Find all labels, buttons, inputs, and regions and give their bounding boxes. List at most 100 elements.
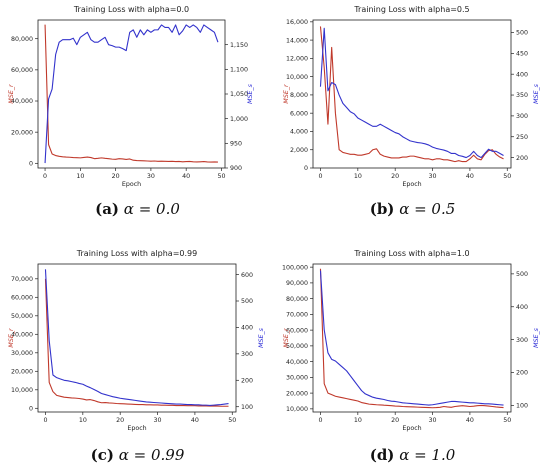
chart-d-ylabel-left: MSE_r [283,328,290,348]
chart-b-xtick-label: 30 [429,173,437,180]
chart-b-ytick-right-label: 250 [516,134,528,141]
chart-d-title: Training Loss with alpha=1.0 [353,249,469,258]
chart-d-ylabel-right: MSE_s [533,327,540,348]
chart-a-ytick-left-label: 60,000 [11,67,33,74]
chart-panel-c: Training Loss with alpha=0.99 0 10 20 30 40 50… [0,244,275,434]
chart-c-xtick-label: 0 [43,417,47,424]
chart-a-ytick-right-label: 1,000 [230,116,248,123]
chart-c-xtick-label: 40 [191,417,199,424]
chart-a-ytick-left-label: 80,000 [11,36,33,43]
chart-d-xtick-label: 0 [318,417,322,424]
chart-b: Training Loss with alpha=0.50 10 20 30 40 500… [283,5,540,188]
chart-b-ytick-right-label: 500 [516,30,528,37]
chart-a-ylabel-right: MSE_s [247,83,254,104]
caption-a-label: (a) [95,200,120,218]
chart-c-series-left-line [44,278,229,407]
caption-b-label: (b) [369,200,395,218]
chart-a-xtick-label: 30 [147,173,155,180]
chart-c-xlabel: Epoch [127,425,146,432]
chart-c-series-right-line [44,269,229,406]
chart-d-series-left-line [319,268,504,409]
caption-c: (c) α = 0.99 [0,446,275,464]
chart-d-ytick-left-label: 20,000 [286,390,308,397]
chart-d-ytick-right-label: 500 [516,271,528,278]
chart-d-ytick-left-label: 70,000 [286,312,308,319]
chart-a-xtick-label: 0 [43,173,47,180]
chart-b-xlabel: Epoch [402,181,421,188]
chart-d-xtick-label: 10 [354,417,362,424]
chart-c-xtick-label: 50 [228,417,236,424]
chart-b-series-left-line [319,26,504,163]
chart-c-ytick-left-label: 40,000 [11,332,33,339]
chart-panel-b: Training Loss with alpha=0.5 0 10 20 30 40 50 0… [275,0,550,190]
caption-d: (d) α = 1.0 [275,446,550,464]
chart-d-xtick-label: 40 [466,417,474,424]
chart-a-series-right-line [44,24,219,164]
chart-a-title: Training Loss with alpha=0.0 [73,5,189,14]
chart-b-ytick-left-label: 16,000 [286,19,308,26]
chart-b-ytick-left-label: 6,000 [290,110,308,117]
chart-a-xtick-label: 20 [112,173,120,180]
chart-b-xtick-label: 10 [354,173,362,180]
chart-b-xtick-label: 20 [391,173,399,180]
chart-d-ytick-left-label: 80,000 [286,296,308,303]
chart-c-ytick-right-label: 300 [241,351,253,358]
chart-d-ytick-right-label: 200 [516,370,528,377]
chart-c-ytick-left-label: 10,000 [11,387,33,394]
chart-a-ylabel-left: MSE_r [8,84,15,104]
chart-d-series-right-line [319,270,504,406]
chart-c-ytick-left-label: 70,000 [11,276,33,283]
chart-a-ytick-left-label: 40,000 [11,98,33,105]
chart-a-ytick-right-label: 1,150 [230,42,248,49]
chart-a-ytick-right-label: 900 [230,165,242,172]
chart-d-ytick-right-label: 300 [516,337,528,344]
chart-d-xlabel: Epoch [402,425,421,432]
chart-c-title: Training Loss with alpha=0.99 [76,249,197,258]
chart-d-ytick-left-label: 90,000 [286,280,308,287]
chart-c-xtick-label: 20 [116,417,124,424]
chart-a: Training Loss with alpha=0.0 0 10 20 30 40 50 0… [8,5,254,188]
chart-a-xtick-label: 50 [217,173,225,180]
chart-a-xtick-label: 10 [76,173,84,180]
chart-d-ytick-right-label: 400 [516,304,528,311]
chart-a-xlabel: Epoch [122,181,141,188]
chart-b-ytick-right-label: 350 [516,92,528,99]
chart-b-xtick-label: 50 [503,173,511,180]
chart-c-ytick-right-label: 400 [241,325,253,332]
chart-d-ytick-left-label: 40,000 [286,359,308,366]
chart-c-ytick-right-label: 600 [241,272,253,279]
chart-c-ytick-left-label: 50,000 [11,313,33,320]
chart-a-ytick-right-label: 1,050 [230,91,248,98]
chart-b-xtick-label: 0 [318,173,322,180]
chart-d-ytick-left-label: 10,000 [286,406,308,413]
chart-b-ytick-left-label: 0 [304,165,308,172]
caption-d-label: (d) [369,446,395,464]
chart-d-ytick-left-label: 30,000 [286,375,308,382]
chart-a-ytick-left-label: 0 [29,161,33,168]
chart-b-frame [312,19,512,169]
chart-d-ytick-left-label: 100,000 [282,264,308,271]
chart-c-ytick-right-label: 500 [241,298,253,305]
chart-b-ylabel-left: MSE_r [283,84,290,104]
chart-d-ytick-left-label: 50,000 [286,343,308,350]
chart-c-ytick-left-label: 30,000 [11,350,33,357]
caption-c-text: α = 0.99 [118,446,185,464]
chart-b-title: Training Loss with alpha=0.5 [353,5,469,14]
chart-b-ytick-left-label: 2,000 [290,147,308,154]
chart-c-ytick-right-label: 200 [241,377,253,384]
chart-c-xtick-label: 10 [79,417,87,424]
caption-a-text: α = 0.0 [123,200,180,218]
chart-a-ytick-left-label: 20,000 [11,129,33,136]
chart-panel-a: Training Loss with alpha=0.0 0 10 20 30 40 50 0… [0,0,275,190]
chart-c-ytick-left-label: 60,000 [11,295,33,302]
caption-b-text: α = 0.5 [399,200,456,218]
caption-b: (b) α = 0.5 [275,200,550,218]
chart-a-ytick-right-label: 950 [230,141,242,148]
chart-d: Training Loss with alpha=1.0 0 10 20 30 40 50 1… [282,249,540,432]
chart-b-ytick-left-label: 4,000 [290,129,308,136]
chart-a-frame [37,19,226,169]
chart-d-frame [312,263,512,413]
chart-d-ytick-left-label: 60,000 [286,327,308,334]
chart-d-xtick-label: 20 [391,417,399,424]
chart-c-ylabel-right: MSE_s [258,327,265,348]
